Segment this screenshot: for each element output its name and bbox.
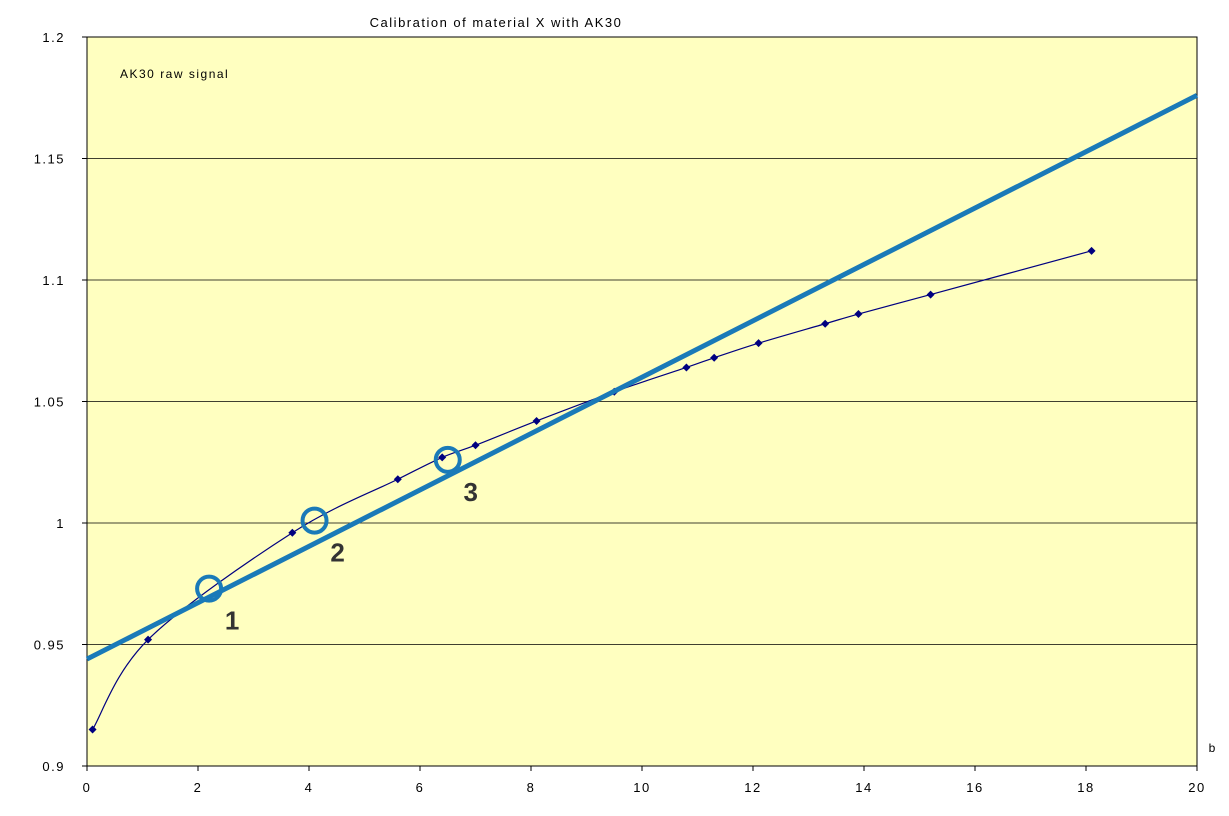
data-point xyxy=(393,475,402,484)
x-tick-label: 18 xyxy=(1077,780,1094,795)
data-point xyxy=(438,453,447,462)
x-tick-label: 20 xyxy=(1188,780,1205,795)
x-axis-label: b xyxy=(1209,741,1216,755)
calibration-point-label: 1 xyxy=(225,606,239,636)
y-tick-label: 0.95 xyxy=(34,638,65,653)
data-point xyxy=(754,339,763,348)
calibration-circle xyxy=(433,445,462,474)
x-tick-label: 10 xyxy=(633,780,650,795)
data-point xyxy=(710,353,719,362)
y-tick-label: 1.15 xyxy=(34,152,65,167)
calibration-point-label: 2 xyxy=(330,538,344,568)
x-tick-label: 4 xyxy=(305,780,314,795)
calibration-circle xyxy=(195,574,224,603)
chart-title: Calibration of material X with AK30 xyxy=(370,15,623,30)
x-tick-label: 0 xyxy=(83,780,92,795)
gridlines xyxy=(87,36,1197,645)
data-point xyxy=(288,528,297,537)
annotations: 1 2 3 xyxy=(195,445,478,636)
data-point xyxy=(1087,246,1096,255)
series xyxy=(85,93,1199,734)
x-tick-label: 12 xyxy=(744,780,761,795)
chart-annotation: AK30 raw signal xyxy=(120,67,229,81)
data-point xyxy=(854,310,863,319)
x-tick-label: 6 xyxy=(416,780,425,795)
y-tick-label: 1.2 xyxy=(42,30,65,45)
calibration-circle xyxy=(300,506,329,535)
y-tick-label: 0.9 xyxy=(42,759,65,774)
x-tick-label: 2 xyxy=(194,780,203,795)
y-tick-label: 1.1 xyxy=(42,273,65,288)
data-point xyxy=(532,416,541,425)
data-point xyxy=(88,725,97,734)
data-point xyxy=(144,635,153,644)
data-point xyxy=(682,363,691,372)
fit-line xyxy=(85,93,1199,662)
data-point xyxy=(926,290,935,299)
y-tick-label: 1 xyxy=(56,516,65,531)
y-tick-label: 1.05 xyxy=(34,395,65,410)
calibration-point-label: 3 xyxy=(464,477,478,507)
data-point xyxy=(471,441,480,450)
x-tick-label: 8 xyxy=(527,780,536,795)
x-tick-label: 14 xyxy=(855,780,872,795)
data-point xyxy=(821,319,830,328)
x-tick-label: 16 xyxy=(966,780,983,795)
